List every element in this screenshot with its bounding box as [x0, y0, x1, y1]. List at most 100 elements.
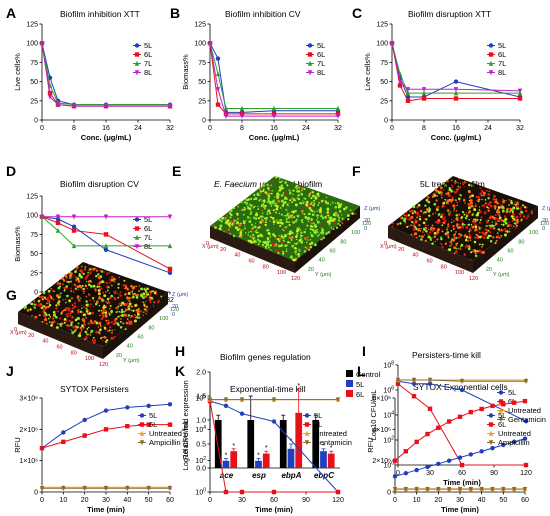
y-tick-label: 50 [30, 79, 38, 86]
biofilm-cell [458, 233, 461, 236]
biofilm-cell [89, 334, 92, 336]
biofilm-cell [420, 210, 423, 213]
biofilm-cell [250, 230, 252, 233]
data-point [335, 397, 341, 403]
biofilm-cell [242, 207, 245, 209]
y-tick-label: 1.5 [196, 394, 206, 401]
legend-marker [134, 217, 140, 222]
biofilm-cell [515, 215, 519, 219]
biofilm-cell [454, 180, 457, 184]
biofilm-cell [281, 204, 285, 207]
biofilm-cell [55, 304, 58, 307]
biofilm-cell [305, 200, 309, 204]
biofilm-cell [145, 291, 147, 293]
biofilm-cell [91, 268, 95, 271]
x-tick-label: 8 [240, 125, 244, 132]
biofilm-cell [508, 210, 512, 213]
biofilm-cell [460, 185, 463, 187]
biofilm-cell [266, 243, 270, 247]
biofilm-cell [99, 325, 102, 327]
biofilm-cell [119, 326, 123, 329]
biofilm-cell [250, 204, 253, 207]
biofilm-cell [508, 228, 511, 230]
biofilm-cell [514, 201, 517, 203]
biofilm-cell [494, 200, 498, 203]
y-tick-label: 0 [384, 118, 388, 125]
biofilm-cell [285, 248, 288, 250]
biofilm-cell [440, 236, 442, 239]
biofilm-cell [518, 212, 522, 216]
biofilm-cell [78, 272, 81, 275]
x-axis-label: Time (min) [255, 505, 293, 514]
y-tick-label: 20 [486, 267, 492, 273]
biofilm-cell [127, 306, 129, 308]
biofilm-cell [281, 185, 284, 188]
biofilm-cell [313, 224, 317, 227]
biofilm-cell [73, 305, 77, 308]
biofilm-cell [280, 194, 284, 197]
biofilm-cell [452, 238, 455, 242]
biofilm-cell [266, 213, 269, 216]
biofilm-cell [470, 199, 473, 202]
biofilm-cell [81, 324, 84, 328]
data-point [392, 486, 398, 492]
biofilm-cell [285, 220, 289, 224]
biofilm-cell [98, 304, 101, 307]
biofilm-cell [56, 283, 59, 286]
biofilm-cell [125, 284, 128, 287]
biofilm-cell [104, 340, 108, 343]
biofilm-cell [301, 221, 303, 223]
legend-label-6l: 6L [144, 50, 152, 59]
biofilm-cell [436, 221, 440, 225]
biofilm-cell [130, 320, 133, 323]
biofilm-cell [269, 220, 271, 222]
biofilm-cell [478, 209, 481, 211]
biofilm-cell [254, 222, 257, 224]
biofilm-cell [427, 235, 431, 239]
data-point [453, 87, 459, 92]
biofilm-cell [456, 188, 458, 191]
biofilm-cell [426, 197, 429, 200]
biofilm-cell [415, 236, 417, 238]
data-point [215, 102, 221, 107]
biofilm-cell [468, 218, 471, 221]
panel-title-k: Exponential-time kill [230, 384, 306, 394]
biofilm-cell [248, 220, 252, 224]
series-line-8l [391, 43, 521, 92]
title-species: E. Faecium [214, 179, 257, 189]
biofilm-cell [437, 228, 441, 232]
biofilm-cell [128, 322, 131, 325]
biofilm-cell [429, 231, 432, 234]
data-point [405, 98, 411, 103]
legend-marker [134, 70, 140, 76]
biofilm-cell [455, 189, 459, 192]
biofilm-cell [259, 190, 263, 193]
biofilm-cell [73, 302, 76, 305]
biofilm-cell [77, 311, 80, 314]
biofilm-cell [497, 218, 501, 222]
biofilm-cell [479, 219, 482, 221]
biofilm-cell [77, 277, 80, 280]
biofilm-cell [303, 230, 306, 234]
biofilm-cell [458, 178, 460, 180]
biofilm-cell [443, 219, 447, 222]
biofilm-cell [266, 211, 268, 213]
data-point [395, 377, 401, 383]
biofilm-cell [438, 191, 441, 195]
data-point [335, 489, 341, 495]
biofilm-cell [281, 180, 283, 182]
biofilm-cell [262, 243, 264, 246]
biofilm-cell [269, 184, 273, 187]
biofilm-cell [102, 298, 104, 301]
biofilm-cell [314, 231, 316, 233]
biofilm-cell [308, 194, 311, 197]
biofilm-cell [85, 280, 88, 283]
biofilm-cell [57, 281, 59, 284]
biofilm-cell [146, 291, 149, 294]
biofilm-cell [224, 218, 227, 221]
x-tick-label: 30 [102, 497, 110, 504]
legend-marker [488, 52, 494, 57]
biofilm-cell [418, 217, 422, 221]
y-axis-label: Y (μm) [315, 272, 332, 278]
biofilm-cell [327, 214, 330, 216]
